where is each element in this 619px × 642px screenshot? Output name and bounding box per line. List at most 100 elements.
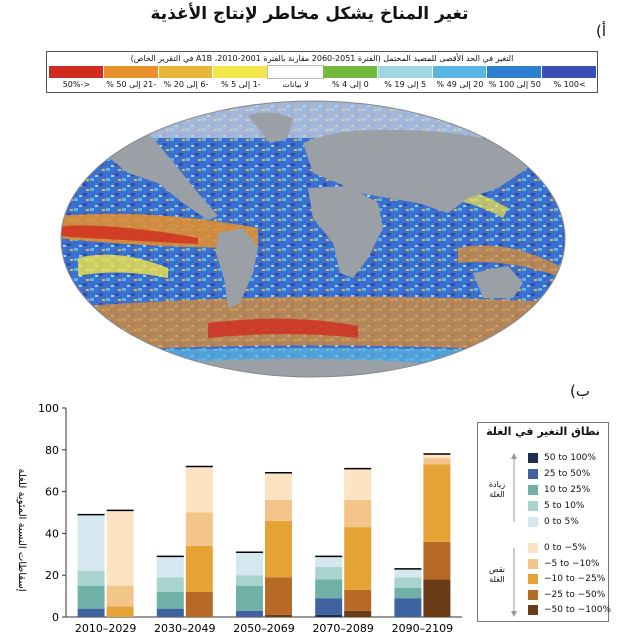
map-legend-swatch xyxy=(487,66,543,78)
map-legend-swatch xyxy=(49,66,104,78)
arrow-down-icon xyxy=(511,611,517,617)
bar-segment xyxy=(315,598,343,615)
map-legend-swatch xyxy=(377,66,433,78)
y-tick-label: 100 xyxy=(38,402,59,415)
y-tick-label: 20 xyxy=(45,569,59,582)
yield-legend-label: −50 to −100% xyxy=(544,605,612,615)
yield-legend-label: −5 to −10% xyxy=(544,558,600,569)
bar-segment xyxy=(265,499,292,521)
map-legend-labels: <-50% -21 إلى 50 % -6 إلى 20 % -1 إلى 5 % لا… xyxy=(49,80,597,89)
bar-segment xyxy=(77,571,105,586)
map-legend-title: التغير في الحد الأقصى للمصيد المحتمل (ال… xyxy=(130,54,514,63)
arrow-up-icon xyxy=(511,453,517,459)
bar-segment xyxy=(156,577,184,592)
greenland xyxy=(248,112,293,143)
australia xyxy=(473,266,523,298)
map-legend-label: 50 إلى 100 % xyxy=(488,80,541,89)
bar-segment xyxy=(77,608,105,617)
yield-legend-box xyxy=(477,422,609,622)
bar-segment xyxy=(315,566,343,580)
bar-segment xyxy=(394,577,422,588)
bar-segment xyxy=(236,585,263,611)
bar-segment xyxy=(394,568,422,578)
bar-segment xyxy=(344,527,372,590)
map-legend-swatch xyxy=(158,66,214,78)
y-tick-label: 40 xyxy=(45,527,59,540)
bar-segment xyxy=(315,614,343,617)
bar-segment xyxy=(236,610,263,617)
bar-segment xyxy=(423,579,451,617)
map-legend-label: 5 إلى 19 % xyxy=(384,80,427,89)
bar-segment xyxy=(315,579,343,599)
bar-segment xyxy=(344,589,372,611)
yield-legend-item: −10 to −25% xyxy=(528,574,605,584)
world-map xyxy=(60,100,566,378)
increase-note: زيادة الغلة xyxy=(488,480,506,499)
bar-segment xyxy=(106,606,134,617)
map-legend-label: >100 % xyxy=(553,80,586,89)
yield-legend-swatch xyxy=(528,485,538,495)
x-tick-label: 2050–2069 xyxy=(233,622,295,635)
yield-legend-swatch xyxy=(528,469,538,479)
map-legend-label: -6 إلى 20 % xyxy=(163,80,209,89)
yield-legend-item: −25 to −50% xyxy=(528,589,605,600)
yield-legend-item: 10 to 25% xyxy=(528,485,590,495)
yield-legend-label: 50 to 100% xyxy=(544,453,596,463)
bar-segment xyxy=(265,520,292,578)
bar-segment xyxy=(265,577,292,615)
yield-legend-swatch xyxy=(528,517,538,527)
bar-segment xyxy=(77,585,105,609)
bar-segment xyxy=(77,514,105,572)
yield-legend-swatch xyxy=(528,501,538,511)
map-legend-label: لا بيانات xyxy=(282,80,309,89)
yield-legend-label: 0 to −5% xyxy=(544,543,587,553)
bar-segment xyxy=(394,587,422,599)
yield-legend-swatch xyxy=(528,605,538,615)
bar-segment xyxy=(106,585,134,607)
yield-legend-title: نطاق التغير في الغلة xyxy=(486,425,600,438)
x-tick-label: 2090–2109 xyxy=(392,622,454,635)
bar-segment xyxy=(423,458,451,465)
yield-legend-swatch xyxy=(528,589,538,600)
yield-legend-swatch xyxy=(528,574,538,584)
bar-segment xyxy=(344,610,372,617)
map-legend-swatch xyxy=(542,66,597,78)
bar-segment xyxy=(394,598,422,617)
bar-segment xyxy=(344,468,372,500)
y-axis-label: إسقاطات النسبة المئوية للغلة xyxy=(16,468,27,591)
bar-segment xyxy=(156,591,184,609)
bar-segment xyxy=(423,464,451,542)
map-legend-label: 0 إلى 4 % xyxy=(332,80,369,89)
yield-legend-item: −50 to −100% xyxy=(528,605,611,615)
map-legend-swatch xyxy=(267,65,324,79)
eurasia xyxy=(303,129,528,213)
y-tick-label: 60 xyxy=(45,486,59,499)
yield-legend-label: −10 to −25% xyxy=(544,574,606,584)
bar-segment xyxy=(423,453,451,459)
yield-legend-item: 0 to −5% xyxy=(528,543,586,553)
south-america xyxy=(216,228,258,308)
yield-legend-swatch xyxy=(528,453,538,463)
x-tick-label: 2070–2089 xyxy=(312,622,374,635)
map-legend-swatch xyxy=(213,66,269,78)
bar-segment xyxy=(185,466,213,513)
map-legend-label: -1 إلى 5 % xyxy=(220,80,261,89)
bar-segment xyxy=(156,556,184,578)
legend-arrows xyxy=(511,453,517,617)
yield-projection-bar-chart: 0 20 40 60 80 100 2010–2029 2030–2049 2050–2069 2… xyxy=(38,402,462,635)
bar-segment xyxy=(156,608,184,617)
map-legend-swatch xyxy=(322,66,378,78)
map-legend-label: -21 إلى 50 % xyxy=(106,80,157,89)
bar-segment xyxy=(106,510,134,586)
yield-legend-item: 5 to 10% xyxy=(528,501,585,511)
yield-legend-swatch xyxy=(528,543,538,553)
yield-legend-label: 5 to 10% xyxy=(544,501,585,511)
map-legend-label: 20 إلى 49 % xyxy=(436,80,484,89)
y-tick-label: 80 xyxy=(45,444,59,457)
bar-segment xyxy=(185,545,213,592)
bar-segment xyxy=(265,472,292,500)
yield-legend-label: 25 to 50% xyxy=(544,469,591,479)
map-legend-swatch xyxy=(103,66,159,78)
bar-segment xyxy=(265,614,292,617)
yield-legend-item: −5 to −10% xyxy=(528,558,600,569)
